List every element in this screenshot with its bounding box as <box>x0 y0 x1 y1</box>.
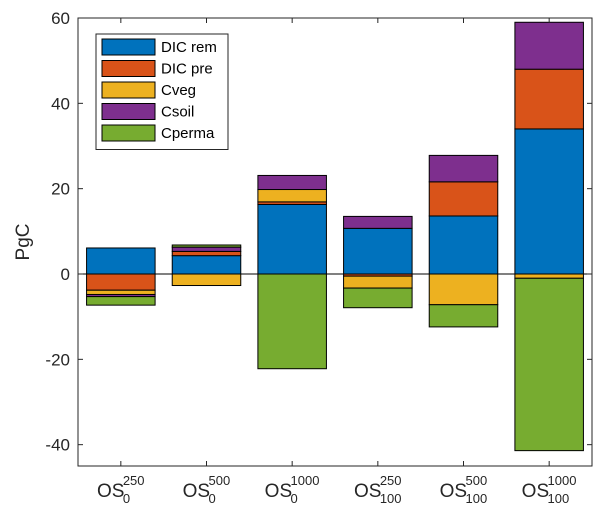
y-tick-label: -20 <box>45 350 70 369</box>
bar-segment-dic-pre-6 <box>514 68 584 130</box>
category-superscript: 250 <box>123 473 145 488</box>
y-tick-label: 40 <box>51 94 70 113</box>
bar-segment-cperma-6 <box>514 277 584 452</box>
legend-swatch-dic-rem <box>101 38 156 56</box>
bar-segment-cveg-2 <box>171 273 242 287</box>
bar-segment-dic-rem-4 <box>343 227 413 275</box>
legend-label: Cperma <box>161 125 215 142</box>
bar-segment-dic-rem-6 <box>514 128 584 275</box>
category-superscript: 500 <box>209 473 231 488</box>
category-base-text: OS <box>97 481 124 502</box>
bar-segment-cperma-4 <box>343 287 413 309</box>
bar-segment-csoil-5 <box>428 154 499 183</box>
bar-segment-cperma-3 <box>257 273 327 370</box>
bar-segment-cveg-5 <box>428 273 499 306</box>
bar-segment-cperma-1 <box>86 296 156 306</box>
legend-label: DIC rem <box>161 39 217 56</box>
y-tick-label: -40 <box>45 436 70 455</box>
bar-segment-csoil-4 <box>343 215 413 229</box>
legend-label: Cveg <box>161 82 196 99</box>
category-superscript: 1000 <box>548 473 577 488</box>
bar-segment-cveg-3 <box>257 189 327 203</box>
legend-swatch-cperma <box>101 124 156 142</box>
bar-segment-csoil-3 <box>257 174 327 191</box>
bar-segment-dic-pre-2 <box>171 250 242 257</box>
y-tick-label: 20 <box>51 180 70 199</box>
legend: DIC rem DIC pre Cveg Csoil Cperma <box>95 33 229 150</box>
category-base-text: OS <box>265 481 292 502</box>
y-axis: -40 -20 0 20 40 60 <box>45 9 592 455</box>
bar-segment-csoil-2 <box>171 246 242 252</box>
category-base-text: OS <box>522 481 549 502</box>
plot-area-border <box>77 17 593 467</box>
bar-segment-dic-pre-5 <box>428 181 499 217</box>
category-subscript: 0 <box>123 491 130 506</box>
legend-swatch-dic-pre <box>101 60 156 77</box>
bar-segment-cveg-1 <box>86 289 156 295</box>
bar-segment-cperma-2 <box>171 244 242 248</box>
category-base-text: OS <box>183 481 210 502</box>
category-superscript: 1000 <box>291 473 320 488</box>
category-base-text: OS <box>440 481 467 502</box>
category-base-text: OS <box>354 481 381 502</box>
category-subscript: 100 <box>548 491 570 506</box>
bar-segment-cveg-4 <box>343 275 413 289</box>
bar-segment-csoil-6 <box>514 21 584 70</box>
category-subscript: 0 <box>209 491 216 506</box>
bars-layer <box>86 21 584 452</box>
bar-segment-dic-rem-2 <box>171 255 242 275</box>
bar-segment-cperma-5 <box>428 304 499 328</box>
bar-segment-dic-pre-1 <box>86 273 156 291</box>
legend-label: DIC pre <box>161 61 213 78</box>
category-subscript: 100 <box>380 491 402 506</box>
y-axis-label: PgC <box>13 224 34 261</box>
bar-segment-dic-rem-5 <box>428 215 499 275</box>
category-superscript: 500 <box>466 473 488 488</box>
legend-swatch-cveg <box>101 81 156 99</box>
legend-swatch-csoil <box>101 103 156 120</box>
bar-segment-dic-rem-3 <box>257 203 327 275</box>
legend-label: Csoil <box>161 104 194 121</box>
y-tick-label: 0 <box>61 265 70 284</box>
bar-segment-cveg-6 <box>514 273 584 279</box>
y-tick-label: 60 <box>51 9 70 28</box>
category-subscript: 0 <box>291 491 298 506</box>
category-subscript: 100 <box>466 491 488 506</box>
category-superscript: 250 <box>380 473 402 488</box>
bar-segment-dic-rem-1 <box>86 247 156 275</box>
